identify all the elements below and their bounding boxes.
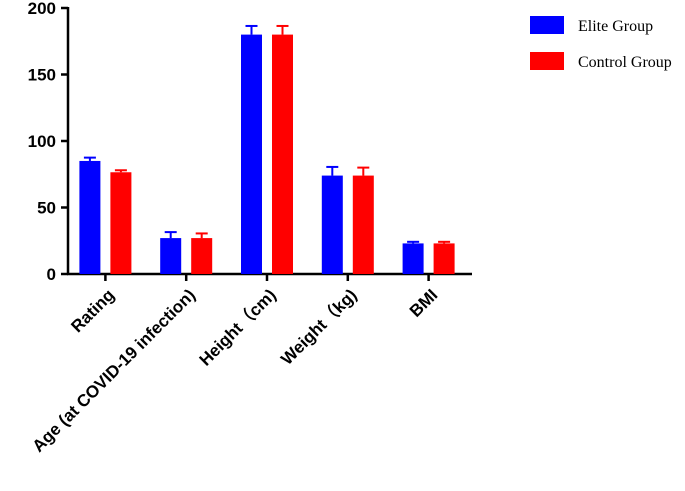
legend-label: Elite Group [578,18,653,35]
bar-control [272,34,293,274]
x-tick-label: Weight（kg) [277,285,361,369]
bar-elite [321,175,343,274]
bar-elite [402,243,424,274]
bar-control [191,238,213,274]
y-tick-label: 50 [37,199,56,218]
y-tick-label: 0 [47,265,56,284]
chart-legend: Elite Group Control Group [530,16,672,71]
bar-control [433,243,455,274]
x-tick-label: Rating [67,285,118,336]
legend-swatch [530,52,564,70]
legend-swatch [530,16,564,34]
y-tick-label: 150 [28,66,56,85]
chart-bars [79,24,455,274]
bar-control [352,175,374,274]
y-tick-label: 100 [28,132,56,151]
bar-control [110,172,132,274]
bar-elite [241,34,262,274]
bar-elite [160,238,182,274]
x-tick-label: Height（cm) [195,285,280,370]
legend-label: Control Group [578,54,672,71]
bar-elite [79,160,101,274]
y-tick-label: 200 [28,0,56,18]
x-tick-label: Age (at COVID-19 infection) [29,285,199,455]
x-tick-label: BMI [406,285,441,320]
